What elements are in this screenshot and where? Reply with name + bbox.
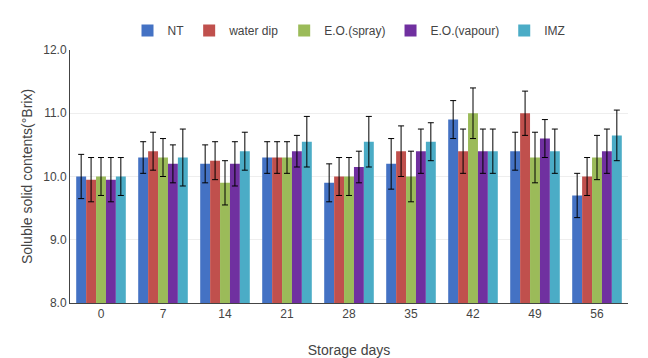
svg-text:E.O.(vapour): E.O.(vapour): [431, 24, 500, 38]
svg-text:35: 35: [404, 307, 418, 321]
svg-text:9.0: 9.0: [50, 233, 67, 247]
svg-text:7: 7: [160, 307, 167, 321]
svg-text:21: 21: [280, 307, 294, 321]
svg-text:49: 49: [528, 307, 542, 321]
svg-text:water dip: water dip: [228, 24, 278, 38]
svg-text:10.0: 10.0: [43, 170, 67, 184]
svg-text:42: 42: [466, 307, 480, 321]
svg-text:56: 56: [590, 307, 604, 321]
svg-text:12.0: 12.0: [43, 43, 67, 57]
svg-text:8.0: 8.0: [50, 296, 67, 310]
svg-text:Soluble solid contents(°Brix): Soluble solid contents(°Brix): [19, 89, 35, 264]
svg-text:NT: NT: [168, 24, 185, 38]
svg-text:Storage days: Storage days: [308, 342, 391, 358]
svg-text:E.O.(spray): E.O.(spray): [324, 24, 385, 38]
svg-text:IMZ: IMZ: [544, 24, 565, 38]
svg-text:14: 14: [218, 307, 232, 321]
svg-text:28: 28: [342, 307, 356, 321]
svg-text:11.0: 11.0: [44, 106, 67, 120]
svg-text:0: 0: [98, 307, 105, 321]
